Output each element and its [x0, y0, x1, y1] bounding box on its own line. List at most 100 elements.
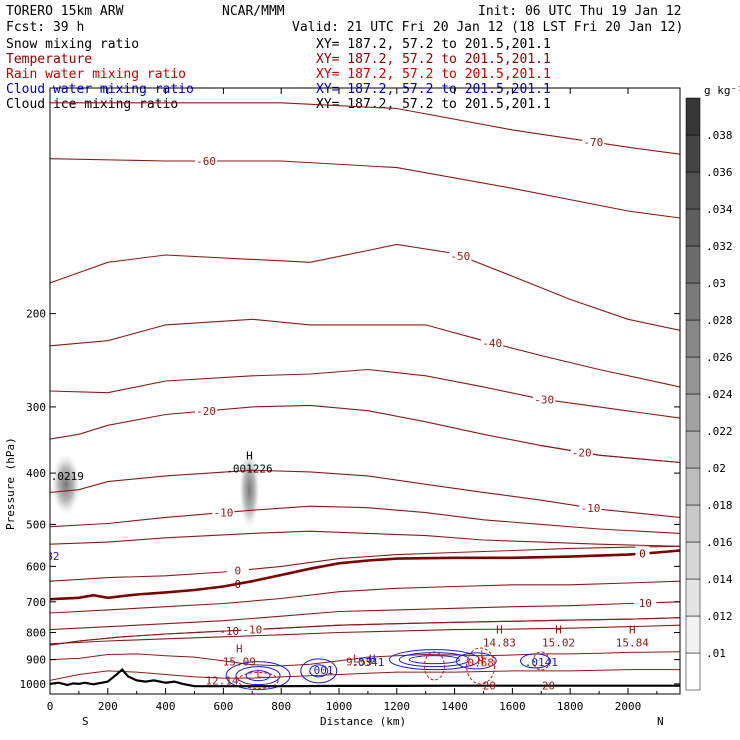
isotherm-label: -20: [572, 446, 592, 459]
isotherm-label: -30: [534, 394, 554, 407]
x-tick-label: 1400: [441, 700, 468, 713]
y-tick-label: 300: [26, 401, 46, 414]
y-tick-label: 700: [26, 596, 46, 609]
colorbar-level-label: .022: [706, 425, 733, 438]
legend-field-xy: XY= 187.2, 57.2 to 201.5,201.1: [316, 37, 551, 52]
cloud-water-label: 82: [46, 550, 59, 563]
cloud-water-label: H: [369, 652, 376, 665]
y-tick-label: 400: [26, 467, 46, 480]
isotherm-label: -10: [242, 624, 262, 637]
rain-label: L: [480, 648, 487, 661]
isotherm-label-bg: [449, 248, 472, 261]
y-axis-label: Pressure (hPa): [4, 437, 17, 530]
zero-isotherm-line: [50, 549, 680, 601]
snow-shading: [51, 454, 80, 515]
colorbar-level-label: .038: [706, 129, 733, 142]
isotherm-line: [541, 445, 680, 464]
isotherm-line: [50, 158, 680, 219]
cloud-water-contour: [235, 666, 281, 686]
colorbar-swatch: [685, 319, 701, 358]
y-tick-label: 1000: [20, 678, 47, 691]
extremum-value: 14.83: [483, 637, 516, 650]
extremum-value: 15.09: [223, 655, 256, 668]
field-legend: Snow mixing ratio XY= 187.2, 57.2 to 201.…: [6, 37, 551, 112]
colorbar-level-label: .02: [706, 462, 726, 475]
colorbar-level-label: .03: [706, 277, 726, 290]
isotherm-label: 10: [639, 597, 652, 610]
colorbar-level-label: .036: [706, 166, 733, 179]
endpoint-right: N: [657, 715, 664, 728]
extremum-kind: H: [246, 449, 253, 462]
header-center: NCAR/MMM: [222, 4, 285, 19]
rain-label: 0.68: [467, 657, 494, 670]
cloud-water-contour: [245, 670, 271, 682]
isotherm-line: [50, 243, 680, 331]
colorbar-level-label: .032: [706, 240, 733, 253]
colorbar-swatch: [685, 578, 701, 617]
cloud-water-label: .0141: [525, 656, 558, 669]
isotherm-line: [50, 580, 680, 614]
extremum-kind: H: [236, 642, 243, 655]
header-init: Init: 06 UTC Thu 19 Jan 12: [478, 4, 682, 19]
cloud-water-contour: [225, 661, 291, 691]
zero-isotherm-label: 0: [235, 578, 242, 591]
legend-field-xy: XY= 187.2, 57.2 to 201.5,201.1: [316, 97, 551, 112]
isotherm-label-bg: [481, 336, 504, 349]
header-fcst: Fcst: 39 h: [6, 20, 84, 35]
colorbar-swatch: [685, 541, 701, 580]
colorbar-swatch: [685, 208, 701, 247]
legend-field-xy: XY= 187.2, 57.2 to 201.5,201.1: [316, 82, 551, 97]
rain-contour: [237, 671, 279, 689]
colorbar-level-label: .014: [706, 573, 733, 586]
legend-field-xy: XY= 187.2, 57.2 to 201.5,201.1: [316, 52, 551, 67]
colorbar-level-label: .01: [706, 647, 726, 660]
isotherm-line: [50, 368, 680, 419]
isotherm-line: [50, 102, 680, 155]
y-tick-label: 900: [26, 654, 46, 667]
isotherm-label-bg: [195, 153, 218, 166]
zero-isotherm-label: 0: [639, 548, 646, 561]
cloud-water-contour: [388, 649, 480, 671]
colorbar: g kg⁻¹ .01 .012 .014 .016 .018 .02 .022 .024 .02…: [685, 84, 740, 691]
colorbar-swatch: [685, 245, 701, 284]
isotherm-label-bg: [634, 595, 657, 608]
y-tick-label: 200: [26, 308, 46, 321]
isotherm-label-bg: [533, 392, 556, 405]
rain-label: L: [256, 667, 263, 680]
isotherm-label: -10: [580, 502, 600, 515]
colorbar-level-label: .012: [706, 610, 733, 623]
x-tick-label: 0: [47, 700, 54, 713]
y-tick-label: 600: [26, 560, 46, 573]
rain-contour: [532, 651, 550, 671]
legend-field-name: Cloud water mixing ratio: [6, 82, 194, 97]
isotherm-label: -60: [196, 155, 216, 168]
colorbar-level-label: .026: [706, 351, 733, 364]
legend-field-name: Cloud ice mixing ratio: [6, 97, 178, 112]
x-tick-label: 800: [271, 700, 291, 713]
isotherm-line: [50, 469, 680, 518]
isotherm-line: [50, 530, 680, 547]
cloud-water-label: .001: [307, 664, 334, 677]
cloud-water-contour: [455, 652, 497, 670]
x-axis-label: Distance (km): [320, 715, 406, 728]
isotherm-label-bg: [241, 622, 264, 635]
colorbar-swatch: [685, 615, 701, 654]
snow-label: .0219: [51, 470, 84, 483]
colorbar-units: g kg⁻¹: [704, 84, 740, 97]
isotherm-line: [50, 505, 680, 534]
pbl-contour-line: [50, 651, 680, 667]
legend-field-name: Rain water mixing ratio: [6, 67, 186, 82]
cloud-water-contour: [398, 652, 470, 668]
y-tick-label: 500: [26, 518, 46, 531]
endpoint-left: S: [82, 715, 89, 728]
isotherm-label-bg: [226, 563, 249, 576]
colorbar-swatch: [685, 356, 701, 395]
colorbar-level-label: .016: [706, 536, 733, 549]
colorbar-swatch: [685, 467, 701, 506]
plot-frame: [49, 87, 681, 695]
x-tick-label: 1800: [557, 700, 584, 713]
isotherm-label-bg: [579, 500, 602, 513]
isotherm-line: [50, 601, 680, 631]
isotherm-label-bg: [582, 135, 605, 148]
